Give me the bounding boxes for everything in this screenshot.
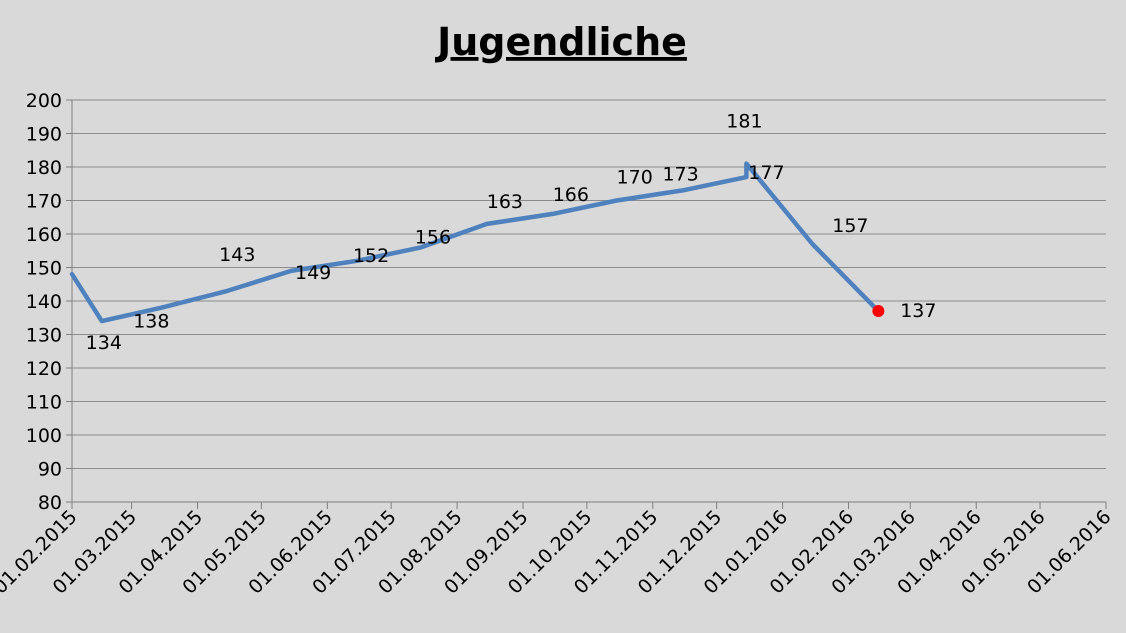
data-label: 177: [748, 162, 784, 184]
y-tick-label: 120: [26, 358, 62, 380]
data-label: 173: [662, 163, 698, 185]
y-tick-label: 170: [26, 191, 62, 213]
y-tick-label: 130: [26, 325, 62, 347]
data-label: 163: [487, 191, 523, 213]
y-tick-label: 160: [26, 224, 62, 246]
data-label: 138: [133, 311, 169, 333]
y-tick-label: 190: [26, 124, 62, 146]
data-label: 170: [617, 167, 653, 189]
data-label: 152: [353, 245, 389, 267]
y-tick-label: 140: [26, 291, 62, 313]
data-label: 143: [219, 244, 255, 266]
grid-layer: [72, 99, 1106, 469]
series-line: [69, 161, 881, 324]
y-tick-label: 200: [26, 90, 62, 112]
data-label: 149: [295, 262, 331, 284]
y-tick-label: 110: [26, 392, 62, 414]
data-label: 166: [553, 184, 589, 206]
data-label: 137: [900, 300, 936, 322]
y-tick-label: 150: [26, 258, 62, 280]
last-point-marker: [872, 305, 885, 318]
y-tick-label: 180: [26, 157, 62, 179]
y-tick-label: 80: [38, 492, 62, 514]
axes-layer: 809010011012013014015016017018019020001.…: [0, 90, 1116, 598]
series-layer: [69, 161, 885, 324]
chart-title: Jugendliche: [434, 20, 687, 64]
data-label: 134: [86, 332, 122, 354]
data-label: 181: [726, 111, 762, 133]
y-tick-label: 90: [38, 459, 62, 481]
data-label: 156: [415, 226, 451, 248]
data-label: 157: [832, 215, 868, 237]
y-tick-label: 100: [26, 425, 62, 447]
labels-layer: 134 138 143 149 152 156 163 166 170 173 177 181 157 1…: [86, 111, 937, 354]
